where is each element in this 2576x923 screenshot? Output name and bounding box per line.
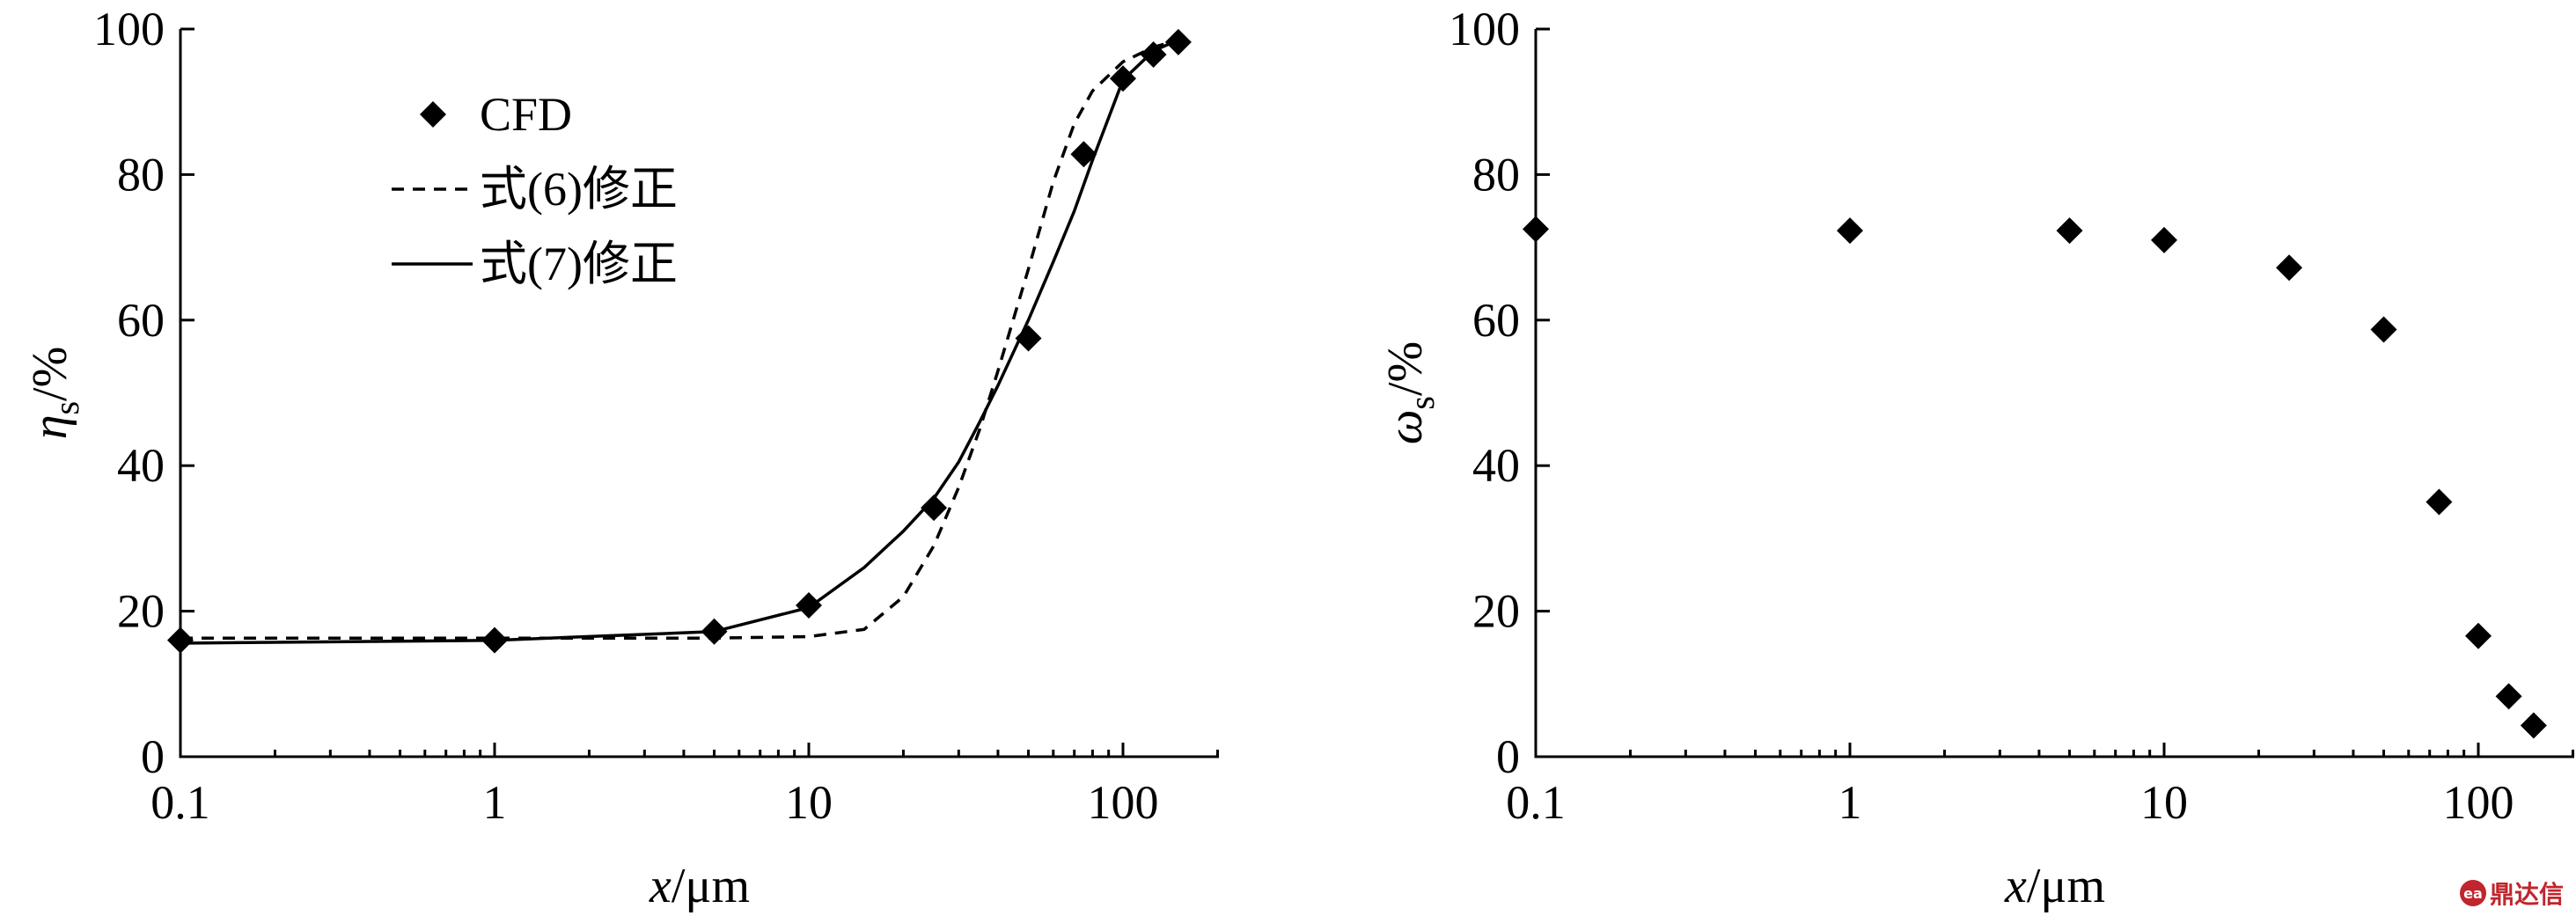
axes-frame xyxy=(179,29,1219,758)
x-tick-label: 10 xyxy=(785,776,833,829)
x-axis-label-unit: /μm xyxy=(2027,859,2105,913)
y-axis-label-subscript: s xyxy=(1402,396,1442,410)
y-axis-label-unit: /% xyxy=(23,347,77,401)
x-axis-label: x/μm xyxy=(649,859,750,913)
data-point xyxy=(2520,712,2547,739)
y-axis-label-unit: /% xyxy=(1378,341,1433,396)
x-axis-label: x/μm xyxy=(2004,859,2105,913)
watermark: ea 鼎达信 xyxy=(2459,875,2564,911)
y-tick-label: 100 xyxy=(93,3,165,55)
x-tick-label: 10 xyxy=(2140,776,2188,829)
x-axis-label-symbol: x xyxy=(2004,859,2027,913)
data-point xyxy=(2370,316,2397,343)
y-axis-label-subscript: s xyxy=(47,401,86,415)
y-tick-label: 40 xyxy=(1472,439,1520,492)
y-tick-label: 20 xyxy=(1472,585,1520,638)
data-point xyxy=(1523,216,1549,243)
data-point xyxy=(1070,141,1097,168)
legend-marker xyxy=(420,101,446,128)
data-point xyxy=(2056,217,2083,245)
x-tick-label: 0.1 xyxy=(1506,776,1566,829)
x-tick-label: 1 xyxy=(483,776,507,829)
y-axis-label: ηs/% xyxy=(23,347,86,440)
legend-label: 式(7)修正 xyxy=(480,238,678,290)
y-tick-label: 80 xyxy=(1472,148,1520,201)
y-tick-label: 40 xyxy=(117,439,165,492)
y-tick-label: 100 xyxy=(1449,3,1520,55)
watermark-text: 鼎达信 xyxy=(2489,880,2564,909)
watermark-logo-icon: ea xyxy=(2459,880,2486,906)
y-tick-label: 60 xyxy=(117,294,165,347)
y-axis-label-symbol: η xyxy=(23,415,77,440)
series-line-2 xyxy=(180,38,1179,640)
axes-frame xyxy=(1534,29,2574,758)
x-tick-label: 1 xyxy=(1838,776,1862,829)
x-tick-label: 100 xyxy=(2443,776,2514,829)
data-point xyxy=(2276,254,2303,282)
data-point xyxy=(2426,488,2453,516)
chart-panel-1: 0 20 40 60 80 100 0.1 1 10 100 x/μm ηs/% CFD 式(6)修正式(… xyxy=(23,3,1219,913)
data-point xyxy=(2465,622,2492,649)
y-tick-label: 0 xyxy=(1496,730,1520,783)
data-point xyxy=(921,494,948,522)
y-tick-label: 80 xyxy=(117,148,165,201)
chart-panel-2: 0 20 40 60 80 100 0.1 1 10 100 x/μm ωs/% xyxy=(1378,3,2574,913)
x-axis-label-symbol: x xyxy=(649,859,672,913)
data-point xyxy=(796,591,822,619)
x-tick-label: 100 xyxy=(1088,776,1159,829)
y-axis-label: ωs/% xyxy=(1378,341,1442,444)
data-point xyxy=(2151,226,2177,253)
series-line-3 xyxy=(180,38,1179,645)
x-axis-label-unit: /μm xyxy=(672,859,750,913)
data-point xyxy=(1164,28,1192,55)
y-tick-label: 60 xyxy=(1472,294,1520,347)
data-point xyxy=(2495,683,2522,710)
legend-label: CFD xyxy=(480,88,572,141)
y-axis-label-symbol: ω xyxy=(1378,410,1433,445)
y-tick-label: 20 xyxy=(117,585,165,638)
data-point xyxy=(167,626,194,654)
y-tick-label: 0 xyxy=(141,730,165,783)
data-point xyxy=(1837,217,1863,245)
legend-label: 式(6)修正 xyxy=(480,163,678,216)
legend: CFD 式(6)修正式(7)修正 xyxy=(392,88,678,290)
x-tick-label: 0.1 xyxy=(150,776,210,829)
